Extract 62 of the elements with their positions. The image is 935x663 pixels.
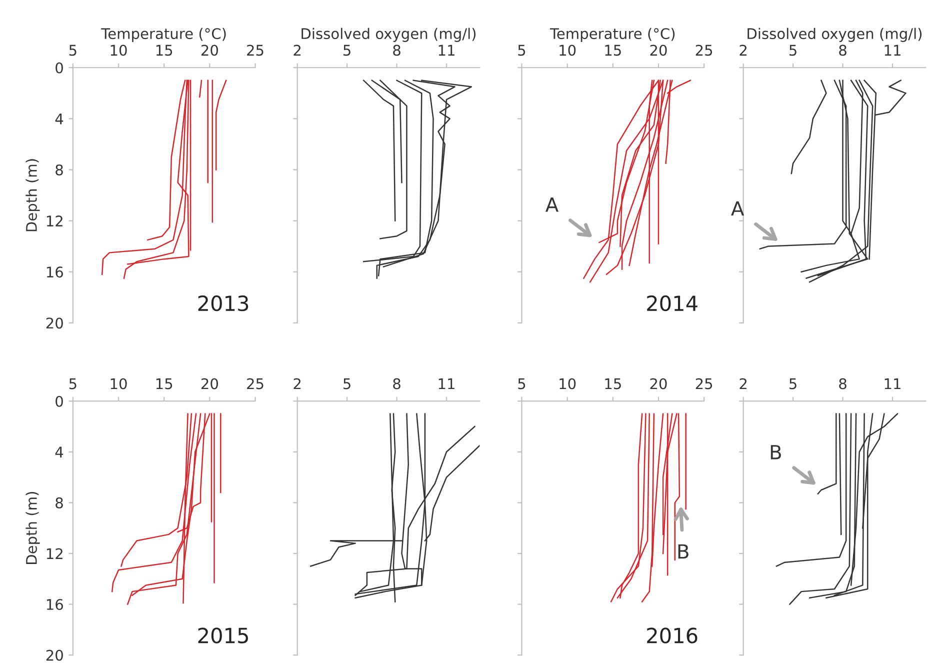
x-tick-label: 11 [884, 378, 900, 390]
y-tick-label: 20 [46, 650, 63, 661]
y-axis-title: Depth (m) [26, 159, 40, 232]
x-tick-label: 15 [605, 378, 621, 390]
y-axis-title: Depth (m) [26, 492, 40, 564]
x-axis-title: Dissolved oxygen (mg/l) [302, 28, 476, 42]
y-tick-label: 4 [55, 446, 64, 458]
x-tick-label: 8 [393, 44, 400, 56]
x-tick-label: 5 [790, 44, 796, 56]
x-axis-title: Temperature (°C) [101, 28, 226, 42]
x-tick-label: 20 [650, 378, 667, 390]
x-tick-label: 25 [247, 378, 264, 390]
x-tick-label: 11 [884, 44, 900, 56]
annotation: B [770, 445, 781, 460]
y-tick-label: 12 [46, 215, 62, 226]
x-tick-label: 20 [201, 378, 218, 390]
x-tick-label: 15 [156, 44, 172, 56]
y-tick-label: 16 [46, 266, 63, 278]
annotation: 2013 [198, 295, 248, 312]
y-tick-label: 20 [46, 318, 63, 329]
annotation: A [731, 201, 744, 216]
x-tick-label: 20 [201, 44, 218, 56]
annotation: 2016 [647, 628, 698, 644]
y-tick-label: 12 [46, 548, 62, 560]
y-tick-label: 16 [46, 598, 63, 610]
y-tick-label: 8 [56, 497, 63, 508]
x-tick-label: 5 [518, 378, 526, 390]
x-tick-label: 2 [740, 378, 747, 390]
x-tick-label: 25 [696, 378, 712, 390]
x-tick-label: 5 [69, 44, 76, 56]
x-tick-label: 2 [740, 44, 747, 56]
x-tick-label: 11 [438, 44, 454, 56]
x-tick-label: 10 [560, 378, 576, 390]
y-tick-label: 0 [56, 62, 63, 74]
x-tick-label: 8 [393, 378, 400, 390]
x-axis-title: Temperature (°C) [550, 28, 675, 42]
annotation: A [545, 198, 558, 212]
annotation: 2014 [647, 295, 698, 312]
x-tick-label: 5 [344, 44, 350, 56]
y-tick-label: 4 [55, 114, 64, 124]
annotation: B [678, 544, 688, 559]
x-tick-label: 15 [156, 378, 172, 390]
x-tick-label: 25 [696, 44, 712, 56]
x-tick-label: 2 [294, 44, 301, 56]
x-axis-title: Dissolved oxygen (mg/l) [748, 28, 922, 42]
x-tick-label: 8 [839, 44, 846, 56]
x-tick-label: 10 [560, 44, 576, 56]
x-tick-label: 15 [605, 44, 621, 56]
x-tick-label: 2 [294, 378, 301, 390]
x-tick-label: 20 [650, 44, 667, 56]
annotation: 2015 [198, 628, 248, 644]
x-tick-label: 5 [790, 378, 796, 390]
x-tick-label: 5 [344, 378, 350, 390]
x-tick-label: 5 [69, 378, 76, 390]
y-tick-label: 8 [56, 164, 63, 176]
y-tick-label: 0 [56, 396, 63, 407]
x-tick-label: 5 [518, 44, 526, 56]
x-tick-label: 10 [110, 44, 127, 56]
x-tick-label: 25 [247, 44, 264, 56]
x-tick-label: 8 [839, 378, 846, 390]
x-tick-label: 11 [438, 378, 454, 390]
x-tick-label: 10 [110, 378, 127, 390]
